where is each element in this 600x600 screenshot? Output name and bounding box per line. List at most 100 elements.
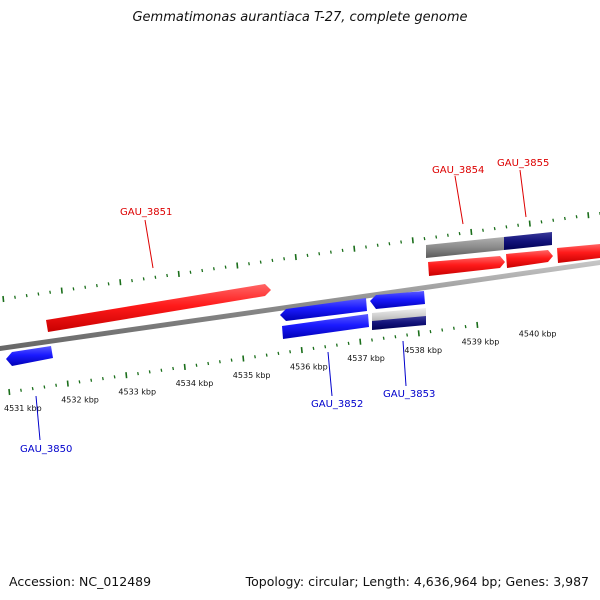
leader-GAU_3850	[35, 395, 41, 441]
upper-minor-tick	[37, 292, 40, 296]
lower-minor-tick	[441, 328, 444, 332]
upper-minor-tick	[575, 215, 578, 219]
upper-minor-tick	[154, 275, 157, 279]
upper-minor-tick	[318, 252, 321, 256]
upper-minor-tick	[107, 282, 110, 286]
upper-minor-tick	[131, 278, 133, 283]
tick-label: 4535 kbp	[233, 371, 271, 380]
upper-minor-tick	[212, 267, 215, 271]
upper-minor-tick	[493, 226, 496, 231]
forward-leader-lines	[144, 169, 527, 269]
gene-GAU_3853-region-b	[372, 316, 426, 330]
gene-label-GAU_3854[interactable]: GAU_3854	[432, 165, 484, 176]
leader-GAU_3854	[454, 175, 464, 225]
upper-major-tick	[528, 220, 531, 227]
lower-minor-tick	[160, 368, 163, 372]
lower-minor-tick	[78, 380, 81, 384]
upper-minor-tick	[189, 270, 192, 274]
tick-label: 4533 kbp	[118, 387, 156, 396]
lower-minor-tick	[31, 386, 34, 391]
upper-minor-tick	[552, 218, 555, 222]
lower-major-tick	[8, 388, 11, 396]
lower-minor-tick	[20, 388, 22, 392]
upper-minor-tick	[517, 223, 520, 227]
lower-minor-tick	[406, 333, 409, 337]
tick-label: 4538 kbp	[404, 346, 442, 355]
lower-minor-tick	[148, 370, 151, 374]
upper-minor-tick	[505, 225, 508, 229]
gene-GAU_3853-arrow[interactable]	[370, 291, 425, 309]
leader-GAU_3855	[519, 169, 527, 218]
accession-label: Accession: NC_012489	[9, 574, 152, 589]
tick-row-upper	[2, 211, 600, 303]
lower-major-tick	[417, 330, 420, 337]
upper-minor-tick	[49, 290, 52, 294]
lower-minor-tick	[335, 343, 338, 347]
upper-minor-tick	[341, 248, 344, 253]
gene-GAU_3855-region	[504, 232, 552, 250]
lower-major-tick	[300, 347, 303, 354]
tick-label: 4536 kbp	[290, 363, 328, 372]
lower-minor-tick	[137, 371, 139, 376]
lower-minor-tick	[429, 329, 432, 334]
lower-major-tick	[242, 355, 245, 362]
leader-GAU_3853	[402, 340, 407, 387]
upper-minor-tick	[388, 242, 391, 246]
lower-major-tick	[476, 321, 479, 328]
lower-major-tick	[359, 338, 362, 345]
upper-major-tick	[177, 270, 180, 277]
upper-minor-tick	[271, 258, 274, 263]
upper-minor-tick	[283, 257, 286, 261]
lower-minor-tick	[207, 361, 210, 366]
lower-minor-tick	[113, 375, 116, 379]
genome-info-label: Topology: circular; Length: 4,636,964 bp…	[245, 574, 589, 589]
tick-label: 4540 kbp	[519, 329, 557, 338]
tick-label: 4532 kbp	[61, 396, 99, 405]
gene-label-GAU_3855[interactable]: GAU_3855	[497, 158, 549, 169]
upper-major-tick	[60, 287, 63, 294]
lower-major-tick	[183, 363, 186, 370]
lower-minor-tick	[277, 351, 280, 356]
leader-GAU_3852	[327, 351, 333, 397]
gene-GAU_3851-arrow[interactable]	[46, 284, 271, 332]
upper-minor-tick	[400, 240, 403, 244]
lower-minor-tick	[312, 346, 315, 351]
reverse-leader-lines	[35, 340, 407, 441]
gene-GAU_3852-arrow[interactable]	[280, 298, 367, 321]
gene-label-GAU_3852[interactable]: GAU_3852	[311, 399, 363, 410]
upper-minor-tick	[142, 277, 145, 281]
upper-major-tick	[236, 262, 239, 269]
lower-minor-tick	[90, 378, 93, 382]
lower-minor-tick	[265, 353, 268, 357]
tick-row-lower	[8, 321, 479, 396]
gene-label-GAU_3850[interactable]: GAU_3850	[20, 444, 72, 455]
upper-minor-tick	[376, 243, 379, 247]
lower-minor-tick	[230, 358, 233, 362]
gene-GAU_3850-arrow[interactable]	[6, 346, 53, 366]
upper-minor-tick	[306, 253, 309, 258]
upper-major-tick	[353, 245, 356, 252]
lower-major-tick	[125, 372, 128, 379]
lower-minor-tick	[172, 366, 175, 371]
upper-major-tick	[587, 212, 590, 219]
tick-label: 4537 kbp	[347, 354, 385, 363]
gene-GAU_3854-arrow[interactable]	[428, 256, 505, 276]
tick-labels: 4531 kbp 4532 kbp 4533 kbp 4534 kbp 4535 kbp…	[4, 329, 557, 413]
lower-minor-tick	[289, 350, 292, 354]
lower-minor-tick	[347, 341, 350, 346]
upper-minor-tick	[25, 293, 28, 298]
lower-minor-tick	[324, 345, 327, 349]
gene-GAU_3855-arrow[interactable]	[506, 250, 553, 268]
lower-minor-tick	[101, 376, 104, 381]
upper-minor-tick	[166, 273, 169, 278]
tick-label: 4534 kbp	[176, 379, 214, 388]
gene-label-GAU_3851[interactable]: GAU_3851	[120, 207, 172, 218]
upper-minor-tick	[563, 216, 566, 221]
upper-minor-tick	[224, 265, 227, 269]
gene-next-forward-arrow[interactable]	[557, 244, 600, 263]
upper-minor-tick	[201, 268, 204, 273]
upper-minor-tick	[72, 287, 75, 291]
lower-minor-tick	[218, 360, 221, 364]
gene-label-GAU_3853[interactable]: GAU_3853	[383, 389, 435, 400]
upper-minor-tick	[423, 236, 426, 241]
